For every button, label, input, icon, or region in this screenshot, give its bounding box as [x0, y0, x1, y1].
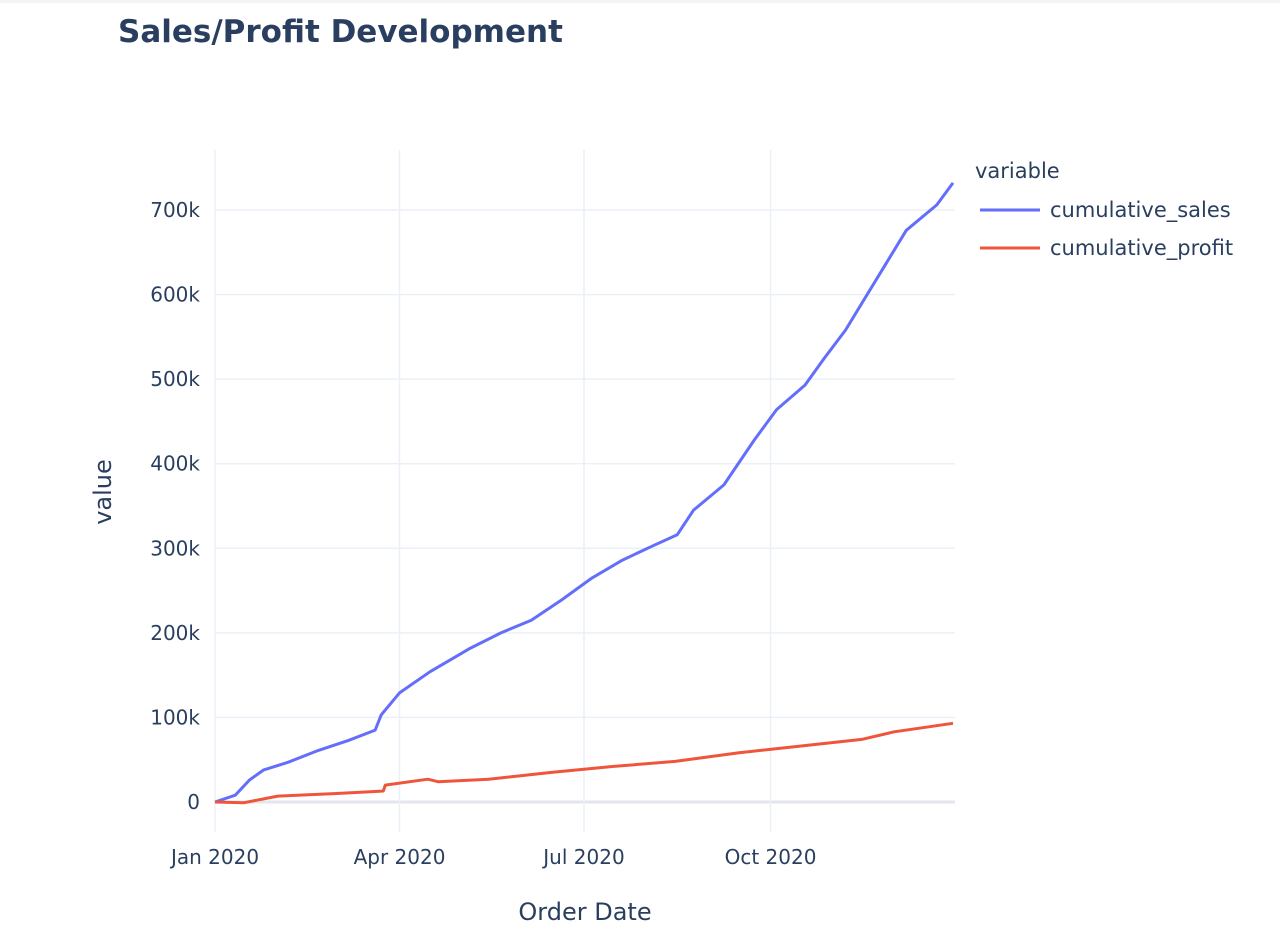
chart-title: Sales/Profit Development	[118, 14, 563, 50]
legend-item-label: cumulative_profit	[1050, 236, 1233, 261]
x-tick-label: Oct 2020	[725, 845, 817, 869]
x-tick-label: Jan 2020	[169, 845, 259, 869]
series-line-cumulative-profit	[214, 721, 954, 805]
legend-item-label: cumulative_sales	[1050, 198, 1231, 223]
series-line-cumulative-sales	[214, 182, 955, 804]
legend-title: variable	[975, 159, 1060, 183]
y-tick-label: 0	[187, 790, 200, 814]
top-bar	[0, 0, 1280, 3]
y-tick-label: 400k	[150, 452, 200, 476]
x-tick-label: Jul 2020	[541, 845, 624, 869]
y-tick-label: 100k	[150, 705, 200, 729]
legend: variable cumulative_sales cumulative_prof…	[975, 159, 1233, 261]
y-tick-label: 200k	[150, 621, 200, 645]
y-axis-title: value	[89, 459, 117, 525]
y-tick-label: 600k	[150, 283, 200, 307]
y-tick-label: 700k	[150, 198, 200, 222]
x-tick-label: Apr 2020	[354, 845, 446, 869]
y-tick-label: 300k	[150, 536, 200, 560]
y-tick-label: 500k	[150, 367, 200, 391]
x-axis-title: Order Date	[518, 898, 651, 926]
